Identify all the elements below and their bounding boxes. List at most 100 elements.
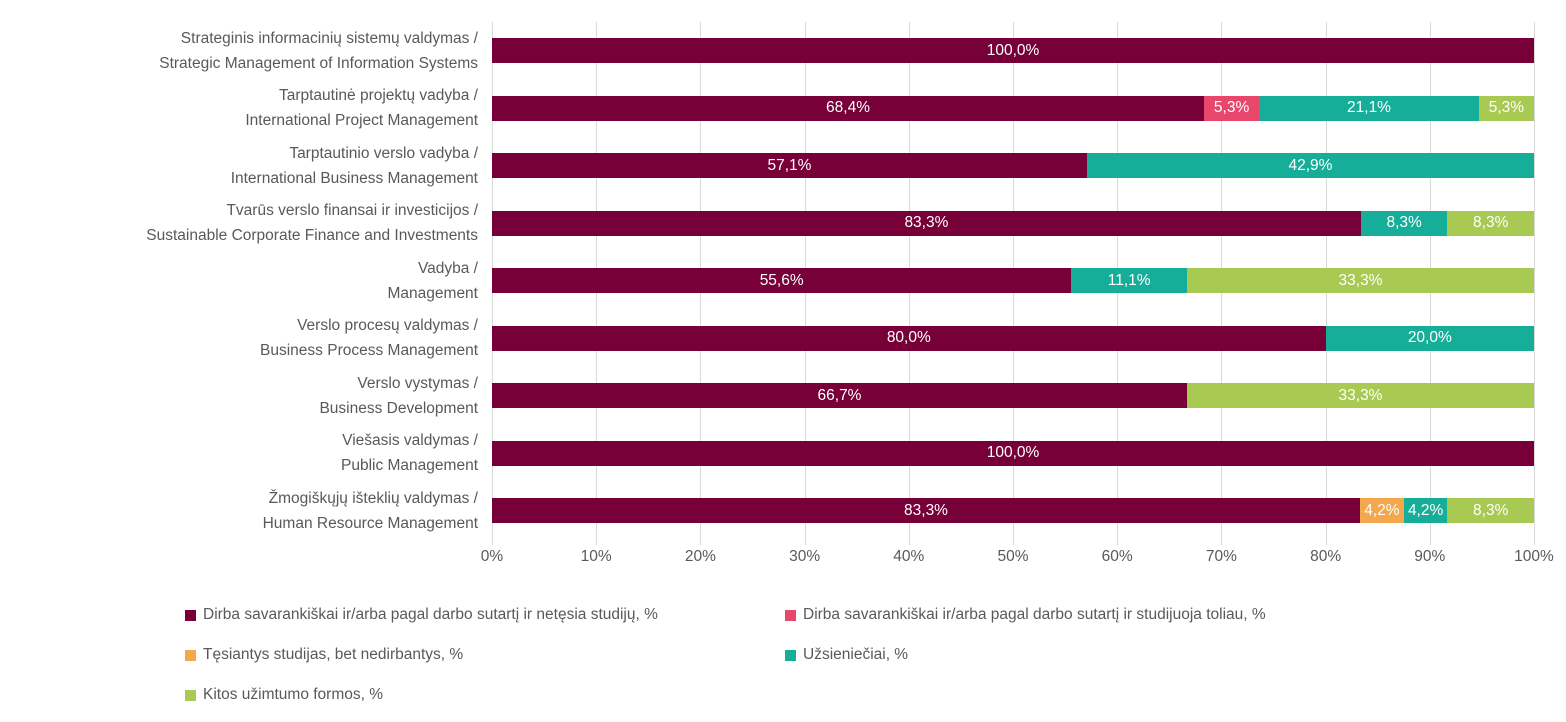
bar-segment-value: 42,9%: [1288, 156, 1333, 174]
category-label: Žmogiškųjų išteklių valdymas / Human Reso…: [0, 486, 478, 536]
category-label-line1: Tvarūs verslo finansai ir investicijos /: [226, 202, 478, 219]
legend-swatch: [785, 609, 796, 621]
bar-segment: 55,6%: [492, 268, 1072, 293]
x-tick-label: 50%: [997, 548, 1029, 565]
category-label: Viešasis valdymas / Public Management: [0, 428, 478, 478]
bar-segment: 33,3%: [1187, 383, 1534, 408]
bar-segment-value: 68,4%: [826, 99, 870, 117]
x-tick-label: 30%: [789, 548, 821, 565]
x-tick-label: 20%: [684, 548, 716, 565]
bar-segment-value: 33,3%: [1338, 271, 1383, 289]
bar-segment: 20,0%: [1325, 325, 1534, 351]
bar-row: 80,0% 20,0%: [492, 325, 1534, 351]
category-label-line2: Management: [387, 284, 478, 302]
bar-segment-value: 5,3%: [1213, 99, 1250, 117]
bar-segment-value: 21,1%: [1347, 99, 1391, 117]
bar-segment: 5,3%: [1204, 95, 1260, 121]
legend-item: Užsieniečiai, %: [785, 646, 908, 664]
bar-segment-value: 80,0%: [886, 329, 931, 347]
category-label-line1: Verslo vystymas /: [357, 374, 478, 392]
category-label: Verslo procesų valdymas / Business Proces…: [0, 313, 478, 363]
legend-label: Užsieniečiai, %: [803, 646, 909, 663]
bar-segment-value: 57,1%: [767, 156, 812, 174]
x-tick-label: 80%: [1310, 548, 1342, 565]
x-tick-label: 100%: [1514, 548, 1554, 565]
bar-segment: 83,3%: [492, 498, 1360, 523]
x-tick-label: 10%: [580, 548, 612, 565]
legend-label: Dirba savarankiškai ir/arba pagal darbo …: [203, 606, 658, 623]
category-label: Vadyba / Management: [0, 256, 478, 306]
bar-segment-value: 8,3%: [1473, 214, 1509, 232]
bar-segment: 8,3%: [1447, 210, 1534, 236]
category-label-line1: Tarptautinė projektų vadyba /: [278, 87, 478, 104]
bar-segment-value: 8,3%: [1386, 214, 1422, 232]
bar-segment: 8,3%: [1360, 210, 1448, 236]
gridline: [1534, 22, 1535, 545]
category-label: Tvarūs verslo finansai ir investicijos /…: [0, 198, 478, 248]
bar-segment: 8,3%: [1447, 498, 1534, 523]
bar-segment: 5,3%: [1478, 95, 1534, 121]
category-label-line2: International Business Management: [230, 169, 478, 187]
bar-segment: 66,7%: [492, 383, 1187, 408]
bar-segment: 11,1%: [1071, 268, 1187, 293]
category-label-line2: Sustainable Corporate Finance and Invest…: [146, 227, 478, 244]
bar-segment-value: 8,3%: [1473, 501, 1509, 519]
bar-segment: 33,3%: [1187, 268, 1534, 293]
bar-segment-value: 83,3%: [904, 501, 948, 519]
legend-item: Dirba savarankiškai ir/arba pagal darbo …: [785, 606, 1266, 624]
bar-segment-value: 20,0%: [1407, 329, 1452, 347]
bar-segment: 4,2%: [1403, 498, 1448, 523]
category-label-line1: Viešasis valdymas /: [342, 432, 478, 449]
category-label-line2: Strategic Management of Information Syst…: [159, 54, 478, 72]
bar-segment: 68,4%: [492, 95, 1205, 121]
legend-swatch: [185, 609, 196, 621]
bar-segment-value: 33,3%: [1338, 386, 1383, 404]
bar-row: 57,1% 42,9%: [492, 153, 1534, 178]
category-label: Tarptautinio verslo vadyba / Internationa…: [0, 141, 478, 191]
legend-item: Dirba savarankiškai ir/arba pagal darbo …: [185, 606, 658, 624]
legend-item: Tęsiantys studijas, bet nedirbantys, %: [185, 646, 463, 664]
x-tick-label: 70%: [1205, 548, 1237, 565]
x-tick-label: 40%: [893, 548, 925, 565]
category-label-line1: Žmogiškųjų išteklių valdymas /: [268, 489, 478, 507]
bar-segment-value: 100,0%: [986, 41, 1040, 59]
legend-item: Kitos užimtumo formos, %: [185, 686, 383, 704]
category-label-line2: Public Management: [341, 457, 478, 474]
category-label-line2: Business Development: [319, 399, 478, 417]
bar-row: 68,4% 5,3% 21,1% 5,3%: [492, 95, 1534, 121]
bar-segment-value: 55,6%: [759, 271, 804, 289]
legend-label: Tęsiantys studijas, bet nedirbantys, %: [203, 646, 464, 663]
category-label-line1: Verslo procesų valdymas /: [297, 317, 478, 334]
bar-segment-value: 4,2%: [1364, 501, 1400, 519]
category-label: Tarptautinė projektų vadyba / Internation…: [0, 83, 478, 133]
bar-segment: 21,1%: [1259, 95, 1479, 121]
bar-segment: 80,0%: [492, 325, 1326, 351]
legend-swatch: [785, 649, 796, 661]
bar-row: 55,6% 11,1% 33,3%: [492, 268, 1534, 293]
category-label: Verslo vystymas / Business Development: [0, 371, 478, 421]
category-label-line2: International Project Management: [245, 112, 478, 129]
bar-row: 100,0%: [492, 440, 1534, 466]
bar-segment-value: 5,3%: [1488, 99, 1525, 117]
bar-segment: 100,0%: [492, 38, 1534, 63]
category-label-line1: Tarptautinio verslo vadyba /: [289, 144, 478, 162]
bar-segment-value: 11,1%: [1107, 271, 1151, 289]
x-tick-label: 0%: [480, 548, 504, 565]
bar-segment-value: 100,0%: [986, 444, 1040, 462]
legend-swatch: [185, 649, 196, 661]
category-label: Strateginis informacinių sistemų valdyma…: [0, 26, 478, 76]
bar-row: 83,3% 4,2% 4,2% 8,3%: [492, 498, 1534, 523]
bar-segment-value: 4,2%: [1407, 501, 1444, 519]
legend-label: Kitos užimtumo formos, %: [203, 686, 384, 703]
bar-segment-value: 66,7%: [817, 386, 862, 404]
bar-segment: 83,3%: [492, 210, 1361, 236]
x-tick-label: 60%: [1101, 548, 1133, 565]
plot-area: 100,0% 68,4% 5,3% 21,1% 5,3% 57,1% 42,9% 83,3% 8…: [492, 22, 1535, 545]
bar-segment: 57,1%: [492, 153, 1087, 178]
category-label-line1: Strateginis informacinių sistemų valdyma…: [180, 29, 478, 47]
legend-label: Dirba savarankiškai ir/arba pagal darbo …: [803, 606, 1266, 623]
legend-swatch: [185, 689, 196, 701]
bar-row: 66,7% 33,3%: [492, 383, 1534, 408]
category-label-line1: Vadyba /: [417, 259, 478, 277]
